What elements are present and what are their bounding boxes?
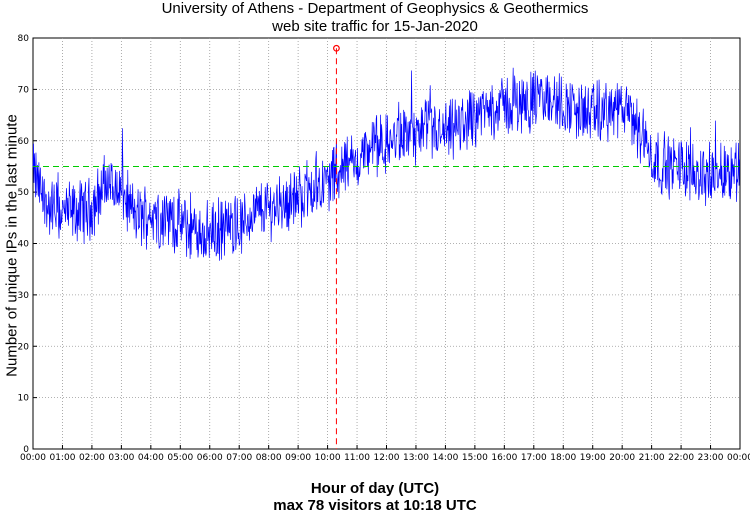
x-tick-label: 19:00 <box>580 453 606 463</box>
y-tick-label: 30 <box>18 291 30 301</box>
chart-title: University of Athens - Department of Geo… <box>161 0 589 17</box>
y-tick-label: 60 <box>18 137 30 147</box>
x-tick-label: 23:00 <box>698 453 724 463</box>
x-tick-label: 08:00 <box>256 453 282 463</box>
x-tick-label: 15:00 <box>462 453 488 463</box>
x-tick-label: 01:00 <box>49 453 75 463</box>
chart-subtitle-date: web site traffic for 15-Jan-2020 <box>272 18 478 35</box>
y-tick-label: 80 <box>18 34 30 44</box>
x-tick-label: 03:00 <box>108 453 134 463</box>
y-tick-label: 10 <box>18 394 30 404</box>
x-tick-label: 04:00 <box>138 453 164 463</box>
x-tick-label: 21:00 <box>639 453 665 463</box>
traffic-series-line <box>32 67 740 261</box>
plot-area <box>32 44 740 449</box>
x-tick-label: 12:00 <box>374 453 400 463</box>
y-axis-label: Number of unique IPs in the last minute <box>3 114 21 377</box>
y-tick-label: 50 <box>18 188 30 198</box>
max-point-marker <box>333 44 340 52</box>
x-tick-label: 22:00 <box>668 453 694 463</box>
x-tick-label: 00:00 <box>727 453 750 463</box>
y-tick-label: 0 <box>23 445 29 455</box>
x-tick-label: 18:00 <box>550 453 576 463</box>
x-tick-label: 14:00 <box>432 453 458 463</box>
y-tick-label: 40 <box>18 240 30 250</box>
y-tick-label: 20 <box>18 342 30 352</box>
x-tick-label: 17:00 <box>521 453 547 463</box>
y-tick-label: 70 <box>18 85 30 95</box>
x-tick-label: 16:00 <box>491 453 517 463</box>
x-tick-label: 10:00 <box>315 453 341 463</box>
x-tick-label: 07:00 <box>226 453 252 463</box>
x-tick-label: 11:00 <box>344 453 370 463</box>
x-tick-label: 00:00 <box>20 453 46 463</box>
axis-ticks: 00:00 01:00 02:00 03:00 04:00 05:00 06:00 07:00… <box>18 34 750 463</box>
grid-lines <box>33 38 740 449</box>
x-tick-label: 06:00 <box>197 453 223 463</box>
x-tick-label: 02:00 <box>79 453 105 463</box>
x-tick-label: 13:00 <box>403 453 429 463</box>
x-tick-label: 05:00 <box>167 453 193 463</box>
x-tick-label: 09:00 <box>285 453 311 463</box>
max-visitors-caption: max 78 visitors at 10:18 UTC <box>273 497 477 514</box>
x-axis-label: Hour of day (UTC) <box>310 480 440 497</box>
x-tick-label: 20:00 <box>609 453 635 463</box>
